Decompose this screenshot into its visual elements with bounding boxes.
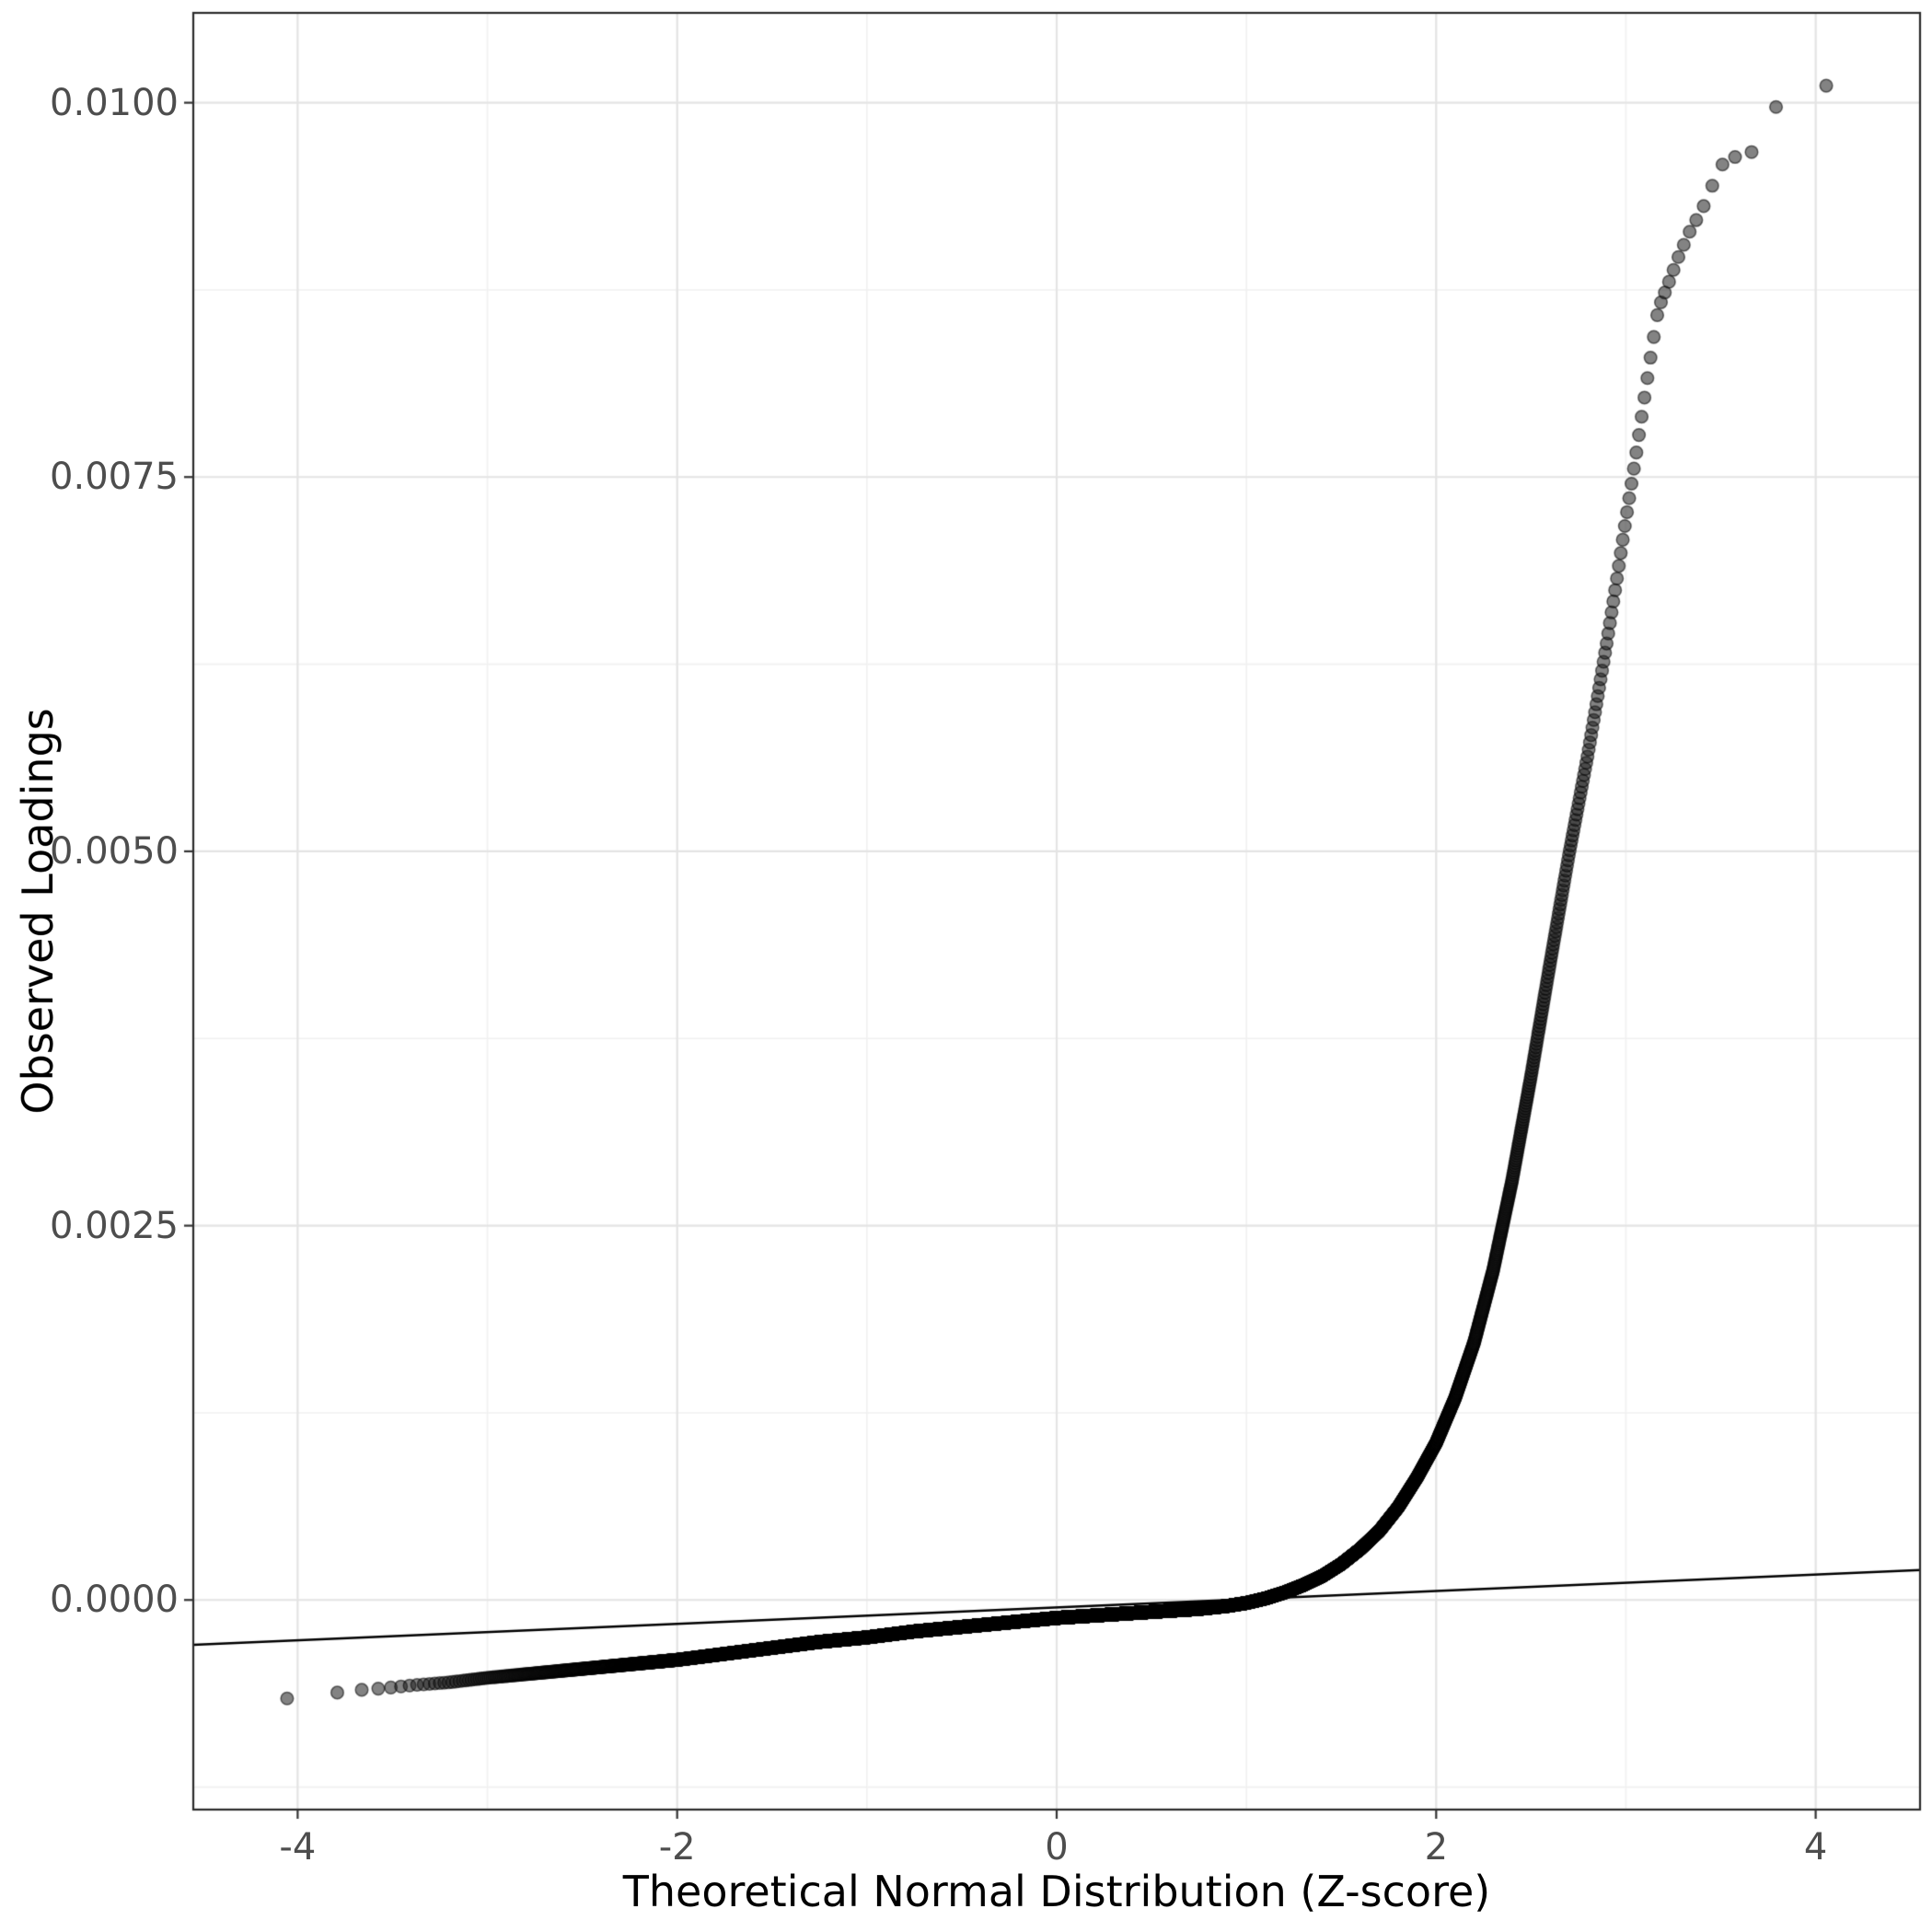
y-tick-label: 0.0075 [50, 456, 179, 499]
x-axis-title: Theoretical Normal Distribution (Z-score… [622, 1867, 1491, 1916]
y-tick-label: 0.0025 [50, 1204, 179, 1247]
x-tick-label: -4 [279, 1826, 317, 1868]
x-tick-label: 4 [1803, 1826, 1828, 1868]
y-tick-label: 0.0050 [50, 829, 179, 873]
x-tick-label: -2 [658, 1826, 696, 1868]
y-axis-title: Observed Loadings [13, 708, 63, 1115]
x-tick-label: 0 [1045, 1826, 1069, 1868]
y-tick-label: 0.0100 [50, 81, 179, 124]
y-tick-label: 0.0000 [50, 1579, 179, 1622]
x-tick-label: 2 [1424, 1826, 1449, 1868]
